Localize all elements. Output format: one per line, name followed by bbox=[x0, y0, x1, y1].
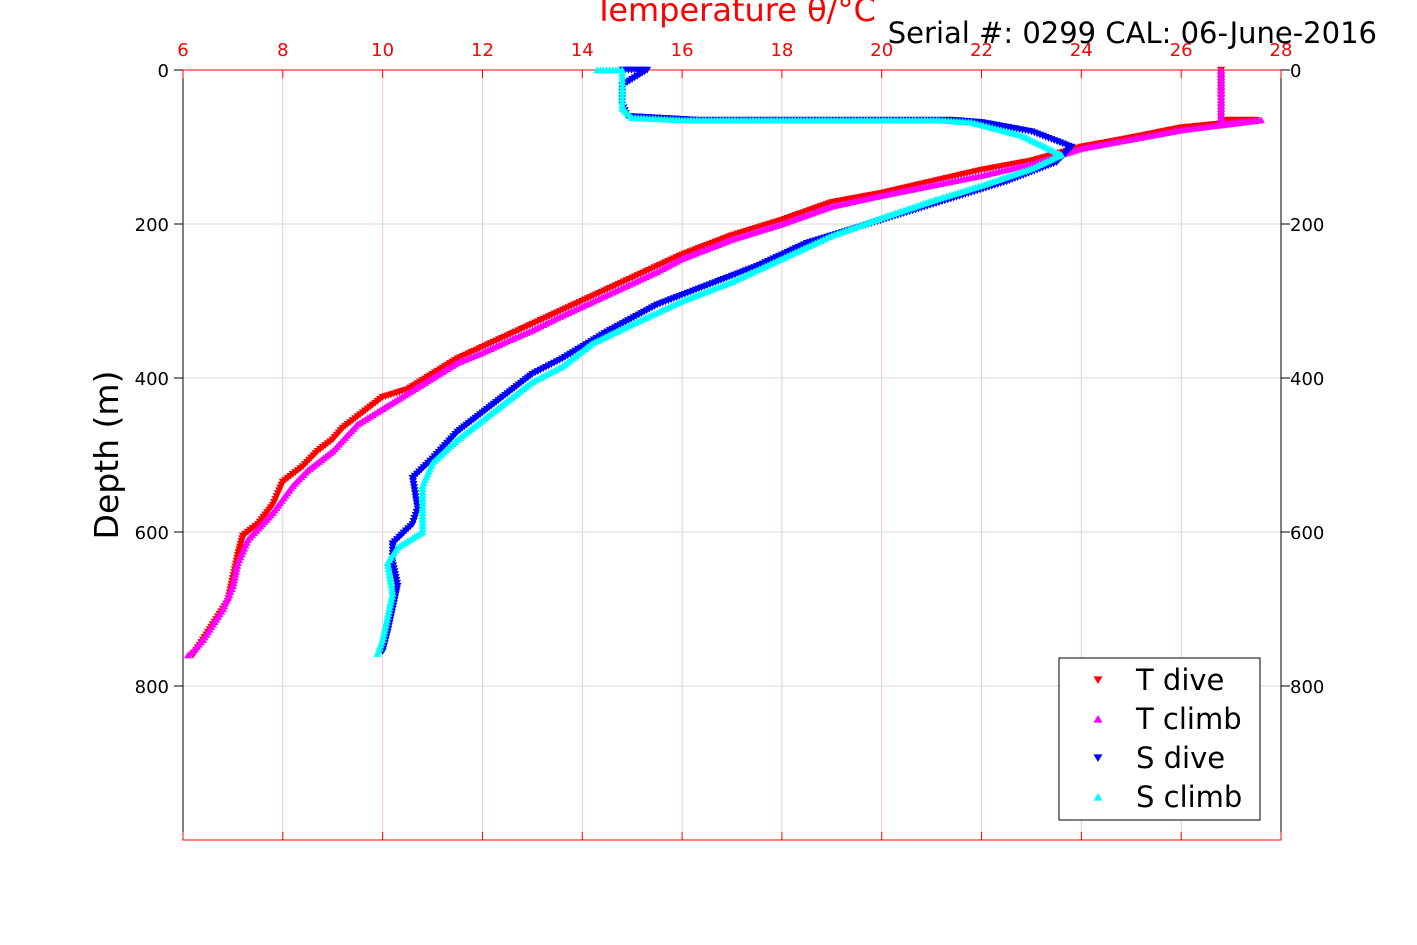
y-tick-label: 800 bbox=[135, 677, 169, 698]
y-tick-label: 600 bbox=[135, 523, 169, 544]
x-tick-label: 20 bbox=[870, 40, 893, 61]
data-point bbox=[379, 633, 388, 641]
legend-label: S climb bbox=[1136, 780, 1242, 814]
data-point bbox=[383, 559, 392, 566]
data-point bbox=[231, 570, 240, 578]
legend-label: T dive bbox=[1135, 663, 1224, 697]
data-point bbox=[383, 615, 392, 623]
data-point bbox=[233, 562, 242, 569]
legend: T dive T climb S dive S climb bbox=[1058, 657, 1261, 821]
data-point bbox=[385, 604, 394, 612]
data-point bbox=[183, 651, 192, 659]
data-point bbox=[381, 621, 390, 629]
data-point bbox=[230, 576, 239, 584]
x-tick-label: 22 bbox=[970, 40, 993, 61]
data-point bbox=[387, 580, 396, 588]
data-point bbox=[384, 562, 393, 570]
data-point bbox=[383, 613, 392, 620]
x-tick-labels: 6 8 10 12 14 16 18 20 22 24 26 28 bbox=[177, 40, 1292, 840]
data-point bbox=[386, 577, 395, 585]
data-point bbox=[232, 567, 241, 575]
y-tick-label-right: 600 bbox=[1290, 523, 1324, 544]
x-tick-label: 26 bbox=[1170, 40, 1193, 61]
legend-marker bbox=[1093, 714, 1103, 723]
legend-marker bbox=[1093, 754, 1103, 763]
x-tick-label: 6 bbox=[177, 40, 188, 61]
y-tick-label: 400 bbox=[135, 369, 169, 390]
legend-marker bbox=[1093, 792, 1103, 801]
x-tick-label: 16 bbox=[671, 40, 694, 61]
data-point bbox=[381, 624, 390, 632]
data-point bbox=[380, 627, 389, 635]
y-tick-labels-right: 0 200 400 600 800 bbox=[1281, 61, 1324, 698]
series-t-climb bbox=[183, 66, 1266, 659]
data-point bbox=[386, 574, 395, 582]
data-point bbox=[388, 586, 397, 594]
y-tick-label-right: 400 bbox=[1290, 369, 1324, 390]
data-point bbox=[232, 564, 241, 572]
x-tick-label: 10 bbox=[371, 40, 394, 61]
data-point bbox=[386, 601, 395, 609]
x-tick-label: 18 bbox=[770, 40, 793, 61]
x-tick-label: 28 bbox=[1270, 40, 1293, 61]
legend-marker bbox=[1093, 676, 1103, 685]
x-tick-label: 24 bbox=[1070, 40, 1093, 61]
data-point bbox=[387, 583, 396, 591]
data-point bbox=[387, 595, 396, 603]
data-point bbox=[385, 568, 394, 576]
data-point bbox=[379, 630, 388, 638]
data-point bbox=[386, 598, 395, 606]
data-point bbox=[388, 590, 397, 597]
x-tick-label: 8 bbox=[277, 40, 288, 61]
y-tick-label-right: 0 bbox=[1290, 61, 1301, 82]
y-tick-labels-left: 0 200 400 600 800 bbox=[135, 61, 183, 698]
series-s-dive bbox=[378, 66, 1076, 655]
series-s-climb bbox=[373, 66, 1066, 657]
legend-label: T climb bbox=[1135, 702, 1242, 736]
data-point bbox=[230, 573, 239, 581]
y-axis-lines bbox=[182, 70, 1282, 840]
data-point bbox=[382, 618, 391, 626]
chart-title: Temperature θ/°C bbox=[593, 0, 876, 29]
legend-box bbox=[1058, 657, 1261, 821]
data-point bbox=[384, 565, 393, 573]
x-tick-label: 12 bbox=[471, 40, 494, 61]
chart-subtitle: Serial #: 0299 CAL: 06-June-2016 bbox=[888, 16, 1377, 50]
legend-label: S dive bbox=[1136, 741, 1225, 775]
data-point bbox=[384, 610, 393, 618]
data-point bbox=[384, 607, 393, 615]
y-tick-label-right: 800 bbox=[1290, 677, 1324, 698]
data-point bbox=[385, 571, 394, 579]
data-series-layer bbox=[183, 66, 1266, 659]
data-point bbox=[387, 592, 396, 600]
data-point bbox=[373, 650, 382, 657]
y-tick-label: 200 bbox=[135, 215, 169, 236]
y-tick-label: 0 bbox=[158, 61, 169, 82]
y-tick-label-right: 200 bbox=[1290, 215, 1324, 236]
data-point bbox=[233, 559, 242, 566]
y-axis-label: Depth (m) bbox=[87, 371, 126, 540]
data-point bbox=[229, 579, 238, 587]
x-tick-label: 14 bbox=[571, 40, 594, 61]
series-t-dive bbox=[188, 66, 1261, 659]
